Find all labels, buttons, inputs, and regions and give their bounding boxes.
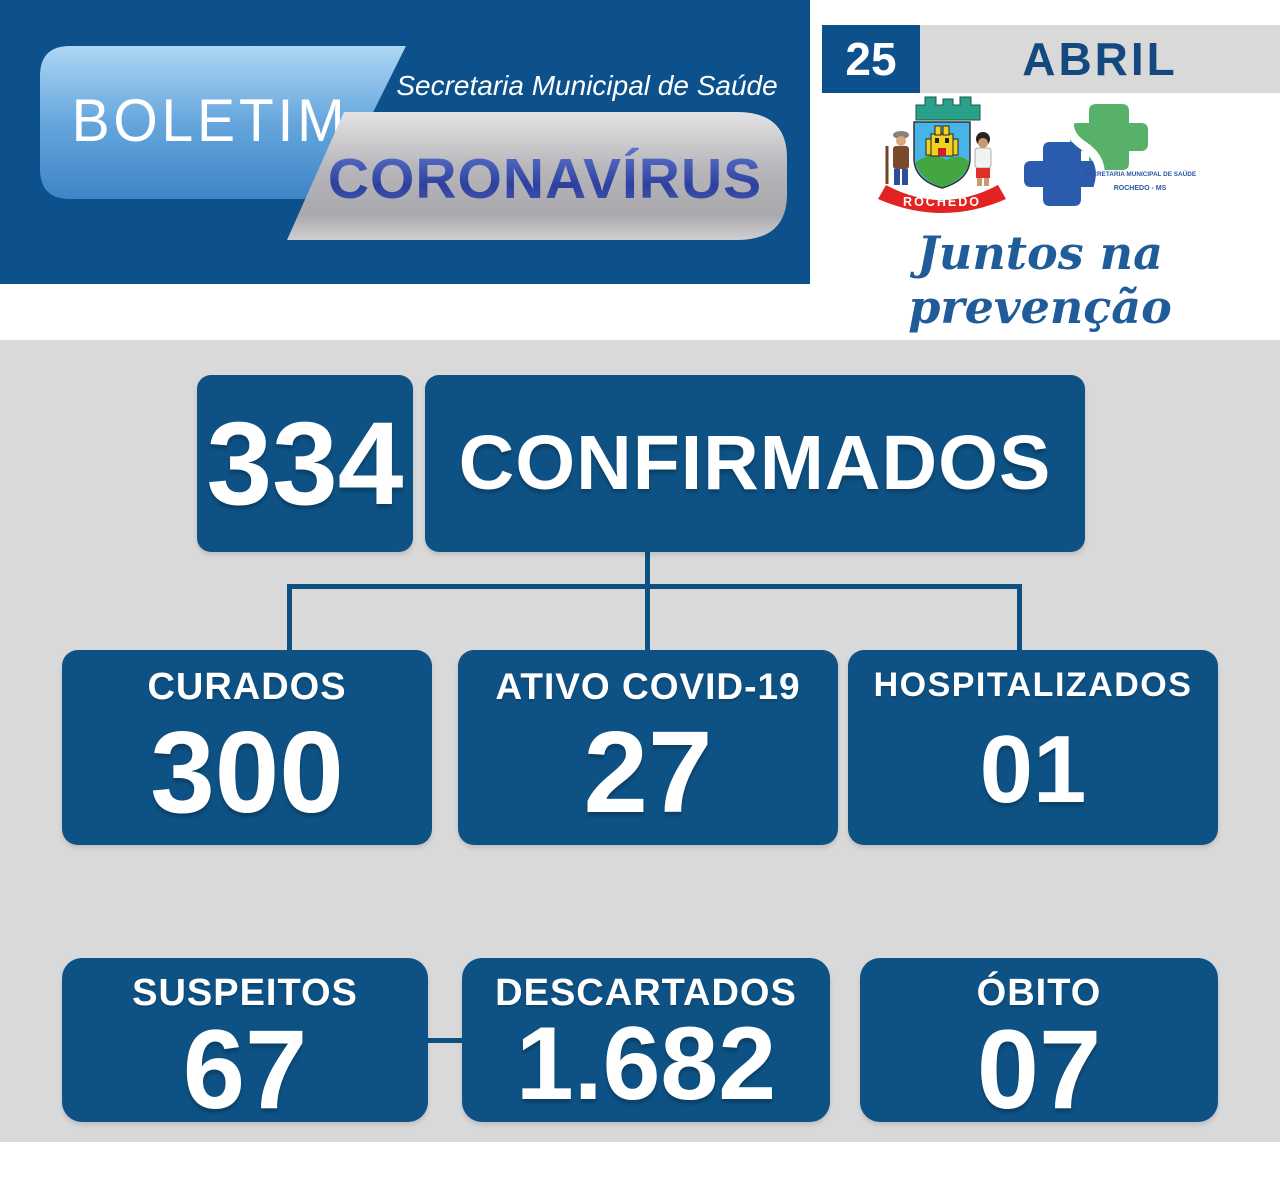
- connector-suspeitos-descartados: [427, 1038, 467, 1043]
- confirmados-box: CONFIRMADOS: [425, 375, 1085, 552]
- card-suspeitos: SUSPEITOS 67: [62, 958, 428, 1132]
- connector-horizontal: [287, 584, 1022, 589]
- green-cross-icon: [1070, 104, 1148, 170]
- card-ativo-covid19: ATIVO COVID-19 27: [458, 650, 838, 845]
- card-descartados: DESCARTADOS 1.682: [462, 958, 830, 1122]
- connector-middle-drop: [645, 584, 650, 652]
- card-curados: CURADOS 300: [62, 650, 432, 845]
- city-crest-logo: ROCHEDO: [878, 96, 1006, 213]
- health-logo-line2: ROCHEDO - MS: [1114, 185, 1167, 192]
- crest-castle-icon: [925, 125, 959, 157]
- crest-ribbon-icon: [878, 185, 1006, 213]
- connector-stem: [645, 552, 650, 588]
- boletim-badge: [40, 46, 406, 199]
- card-value: 67: [182, 1007, 308, 1132]
- main-panel: 334 CONFIRMADOS CURADOS 300 ATIVO COVID-…: [0, 340, 1280, 1142]
- card-value: 07: [976, 1007, 1102, 1132]
- card-value: 01: [979, 716, 1087, 823]
- card-label: ÓBITO: [976, 972, 1102, 1014]
- coronavirus-plate: [287, 112, 787, 240]
- date-month-band: ABRIL: [920, 25, 1280, 93]
- crest-crown-icon: [915, 96, 981, 121]
- card-obito: ÓBITO 07: [860, 958, 1218, 1132]
- date-month-label: ABRIL: [1022, 33, 1178, 85]
- crest-hills-icon: [916, 155, 969, 187]
- date-day-box: 25: [822, 25, 920, 93]
- card-hospitalizados: HOSPITALIZADOS 01: [848, 650, 1218, 845]
- header-band: BOLETIM Secretaria Municipal de Saúde CO…: [0, 0, 810, 284]
- header-subtitle: Secretaria Municipal de Saúde: [396, 70, 778, 101]
- slogan-text: Juntos na prevenção: [908, 226, 1172, 334]
- crest-left-figure-icon: [885, 131, 909, 185]
- card-label: CURADOS: [147, 666, 347, 708]
- logo-swoosh-icon: [1065, 100, 1105, 211]
- card-value: 1.682: [515, 1006, 777, 1122]
- crest-right-figure-icon: [974, 132, 992, 186]
- card-value: 300: [150, 707, 344, 837]
- boletim-label: BOLETIM: [71, 87, 349, 154]
- card-label: ATIVO COVID-19: [495, 666, 801, 707]
- connector-right-drop: [1017, 584, 1022, 652]
- card-label: DESCARTADOS: [495, 972, 797, 1014]
- card-label: SUSPEITOS: [132, 972, 358, 1014]
- card-label: HOSPITALIZADOS: [873, 666, 1193, 704]
- coronavirus-label: CORONAVÍRUS: [315, 146, 775, 212]
- connector-left-drop: [287, 584, 292, 652]
- card-value: 27: [583, 706, 713, 837]
- blue-cross-icon: [1024, 142, 1100, 206]
- health-logo-line1: SECRETARIA MUNICIPAL DE SAÚDE: [1084, 169, 1197, 178]
- health-secretary-logo: SECRETARIA MUNICIPAL DE SAÚDE ROCHEDO - …: [1024, 100, 1197, 211]
- crest-ribbon-label: ROCHEDO: [903, 195, 981, 209]
- total-count-box: 334: [197, 375, 413, 552]
